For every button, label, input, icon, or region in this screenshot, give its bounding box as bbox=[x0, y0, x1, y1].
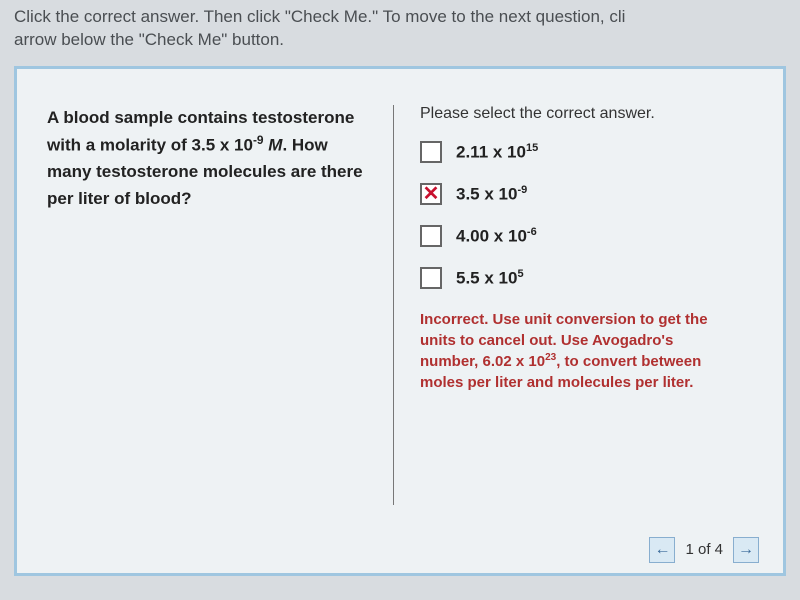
answer-prompt: Please select the correct answer. bbox=[420, 105, 753, 123]
option-3-label: 4.00 x 10-6 bbox=[456, 226, 537, 247]
column-divider bbox=[393, 105, 394, 505]
option-3[interactable]: 4.00 x 10-6 bbox=[420, 225, 753, 247]
page-counter: 1 of 4 bbox=[685, 541, 723, 558]
nav-bar: ← 1 of 4 → bbox=[649, 537, 759, 563]
feedback-exponent: 23 bbox=[545, 352, 556, 363]
quiz-columns: A blood sample contains testosterone wit… bbox=[47, 105, 753, 505]
arrow-left-icon: ← bbox=[654, 541, 670, 559]
option-4-checkbox[interactable] bbox=[420, 267, 442, 289]
instructions-line2: arrow below the "Check Me" button. bbox=[14, 30, 284, 49]
option-3-checkbox[interactable] bbox=[420, 225, 442, 247]
instructions-line1: Click the correct answer. Then click "Ch… bbox=[14, 7, 625, 26]
option-4[interactable]: 5.5 x 105 bbox=[420, 267, 753, 289]
question-unit: M bbox=[268, 136, 282, 155]
option-4-label: 5.5 x 105 bbox=[456, 268, 524, 289]
option-1[interactable]: 2.11 x 1015 bbox=[420, 141, 753, 163]
quiz-frame: A blood sample contains testosterone wit… bbox=[14, 66, 786, 576]
next-button[interactable]: → bbox=[733, 537, 759, 563]
question-text: A blood sample contains testosterone wit… bbox=[47, 105, 367, 505]
option-2-label: 3.5 x 10-9 bbox=[456, 184, 527, 205]
answer-column: Please select the correct answer. 2.11 x… bbox=[420, 105, 753, 505]
feedback-text: Incorrect. Use unit conversion to get th… bbox=[420, 309, 720, 393]
option-1-checkbox[interactable] bbox=[420, 141, 442, 163]
instructions-text: Click the correct answer. Then click "Ch… bbox=[0, 0, 800, 62]
question-exponent: -9 bbox=[253, 133, 264, 147]
prev-button[interactable]: ← bbox=[649, 537, 675, 563]
option-2[interactable]: 3.5 x 10-9 bbox=[420, 183, 753, 205]
option-2-checkbox-wrong[interactable] bbox=[420, 183, 442, 205]
option-1-label: 2.11 x 1015 bbox=[456, 142, 538, 163]
arrow-right-icon: → bbox=[738, 541, 754, 559]
